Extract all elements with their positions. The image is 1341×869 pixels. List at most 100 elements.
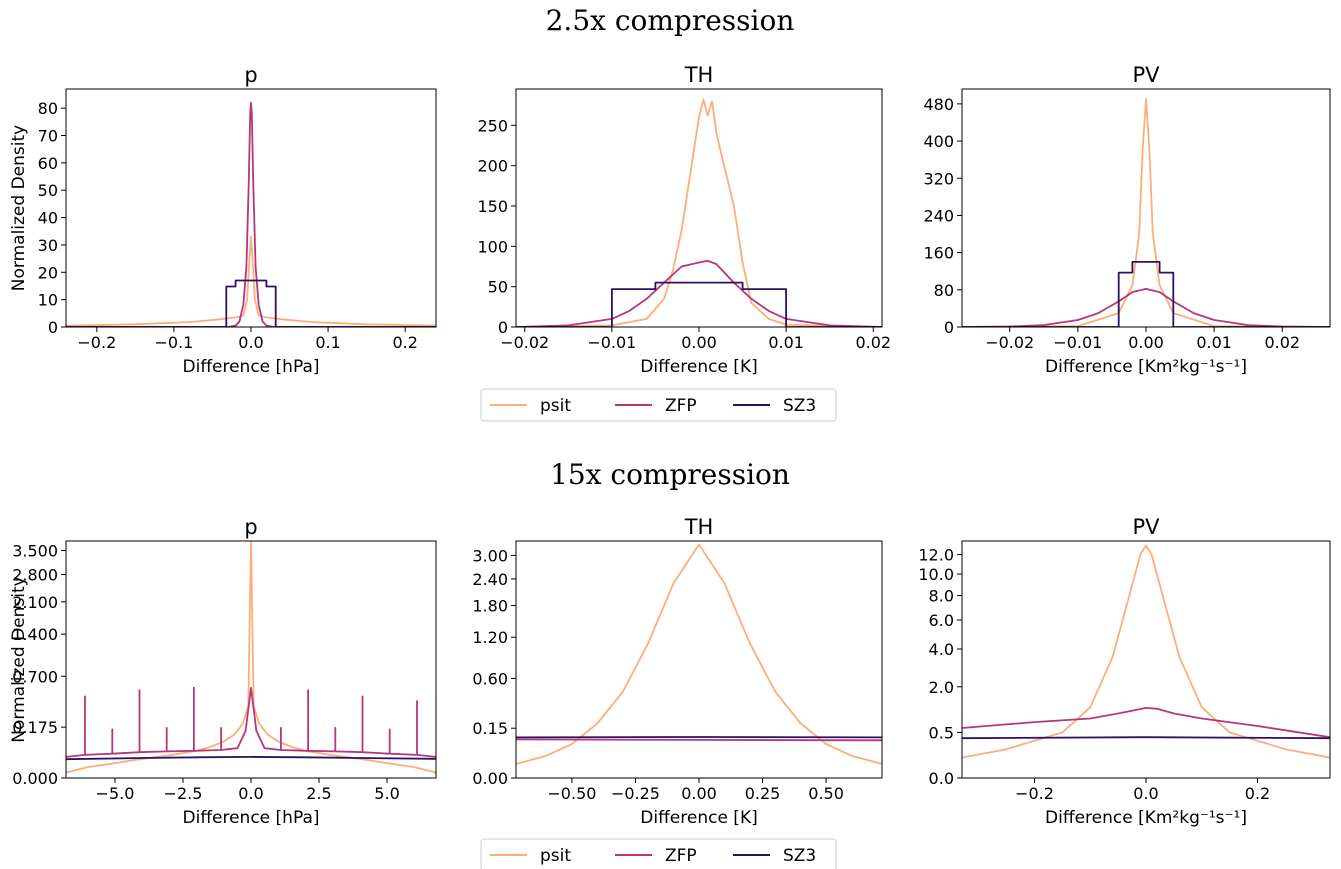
x-axis-label: Difference [hPa] xyxy=(183,808,320,828)
x-tick-label: −0.25 xyxy=(611,784,660,803)
x-tick-label: 0.0 xyxy=(238,784,263,803)
series-line-zfp xyxy=(516,738,882,742)
series-line-psit xyxy=(66,541,436,774)
plot-frame xyxy=(515,88,883,328)
x-axis-label: Difference [Km²kg⁻¹s⁻¹] xyxy=(1045,808,1247,828)
chart-panel-1-1: −0.50 −0.25 0.00 0.25 0.50 0.00 0.15 0.60 1.20 1.… xyxy=(472,515,883,828)
x-tick-label: −0.1 xyxy=(154,333,193,352)
y-tick-label: 480 xyxy=(923,95,954,114)
y-tick-label: 0.000 xyxy=(12,769,58,788)
x-axis-label: Difference [hPa] xyxy=(183,357,320,377)
series-group xyxy=(516,543,882,765)
panel-title: TH xyxy=(684,63,714,87)
panel-title: TH xyxy=(684,515,714,539)
y-axis-label: Normalized Density xyxy=(9,125,29,291)
series-line-psit xyxy=(962,98,1330,327)
x-tick-label: −0.01 xyxy=(587,333,636,352)
y-tick-label: 0 xyxy=(944,318,954,337)
x-tick-label: 5.0 xyxy=(374,784,399,803)
y-tick-label: 80 xyxy=(934,281,954,300)
y-tick-label: 0.60 xyxy=(472,669,508,688)
x-tick-label: 0.02 xyxy=(1264,333,1300,352)
series-line-zfp xyxy=(66,686,436,758)
x-tick-label: 0.0 xyxy=(238,333,263,352)
series-line-sz3 xyxy=(66,279,436,327)
x-tick-label: 0.00 xyxy=(681,784,717,803)
x-tick-label: −0.2 xyxy=(1015,784,1054,803)
series-line-psit xyxy=(66,235,436,327)
y-tick-label: 50 xyxy=(38,181,58,200)
y-tick-label: 80 xyxy=(38,99,58,118)
y-tick-label: 150 xyxy=(477,197,508,216)
x-tick-label: 0.01 xyxy=(768,333,804,352)
panel-title: p xyxy=(244,63,257,87)
y-tick-label: 6.0 xyxy=(929,611,954,630)
series-line-zfp xyxy=(66,101,436,327)
row-title-bottom: 15x compression xyxy=(550,458,790,491)
y-tick-label: 40 xyxy=(38,209,58,228)
series-line-zfp xyxy=(516,259,882,327)
y-axis-label: Normalized Density xyxy=(9,576,29,742)
series-group xyxy=(516,98,882,327)
y-tick-label: 2.100 xyxy=(12,593,58,612)
y-tick-label: 3.00 xyxy=(472,546,508,565)
y-tick-label: 4.0 xyxy=(929,640,954,659)
y-tick-label: 1.80 xyxy=(472,597,508,616)
plot-frame xyxy=(961,88,1331,328)
plot-frame xyxy=(65,88,437,328)
chart-panel-0-1: −0.02 −0.01 0.00 0.01 0.02 0 50 100 150 200 250 TH D… xyxy=(477,63,891,377)
y-tick-label: 320 xyxy=(923,169,954,188)
legend-label-psit: psit xyxy=(540,846,571,866)
x-tick-label: 0.02 xyxy=(855,333,891,352)
legend-label-zfp: ZFP xyxy=(665,846,697,866)
legend-1: psit ZFP SZ3 xyxy=(480,838,837,869)
chart-panel-0-2: −0.02 −0.01 0.00 0.01 0.02 0 80 160 240 320 400 480… xyxy=(923,63,1331,377)
y-tick-label: 2.0 xyxy=(929,678,954,697)
panel-title: p xyxy=(244,515,257,539)
x-tick-label: −2.5 xyxy=(164,784,203,803)
y-tick-label: 8.0 xyxy=(929,587,954,606)
legend-box xyxy=(480,838,837,869)
y-tick-label: 200 xyxy=(477,157,508,176)
x-tick-label: 0.50 xyxy=(808,784,844,803)
plot-frame xyxy=(515,540,883,779)
y-tick-label: 0.15 xyxy=(472,719,508,738)
x-axis-label: Difference [Km²kg⁻¹s⁻¹] xyxy=(1045,357,1247,377)
x-tick-label: 0.2 xyxy=(1245,784,1270,803)
y-tick-label: 0.00 xyxy=(472,769,508,788)
x-axis-label: Difference [K] xyxy=(640,357,757,377)
series-line-psit xyxy=(962,544,1330,759)
y-tick-label: 50 xyxy=(488,278,508,297)
legend-label-zfp: ZFP xyxy=(665,396,697,416)
y-tick-label: 0.5 xyxy=(929,723,954,742)
y-tick-label: 12.0 xyxy=(918,546,954,565)
y-tick-label: 0 xyxy=(48,318,58,337)
y-tick-label: 70 xyxy=(38,127,58,146)
legends: psit ZFP SZ3 psit ZFP SZ3 xyxy=(480,388,837,869)
x-tick-label: −0.50 xyxy=(547,784,596,803)
x-axis-label: Difference [K] xyxy=(640,808,757,828)
y-tick-label: 100 xyxy=(477,237,508,256)
chart-panel-0-0: −0.2 −0.1 0.0 0.1 0.2 0 10 20 30 40 50 60 70 80 p Diffe… xyxy=(9,63,437,377)
y-tick-label: 240 xyxy=(923,206,954,225)
x-tick-label: 0.0 xyxy=(1133,784,1158,803)
series-line-zfp xyxy=(962,288,1330,327)
y-tick-label: 10.0 xyxy=(918,565,954,584)
y-tick-label: 0 xyxy=(498,318,508,337)
y-tick-label: 30 xyxy=(38,236,58,255)
legend-label-sz3: SZ3 xyxy=(783,396,816,416)
panel-title: PV xyxy=(1132,63,1160,87)
y-tick-label: 10 xyxy=(38,291,58,310)
y-tick-label: 1.400 xyxy=(12,625,58,644)
y-tick-label: 60 xyxy=(38,154,58,173)
series-line-sz3 xyxy=(516,281,882,327)
series-group xyxy=(66,101,436,327)
y-tick-label: 400 xyxy=(923,132,954,151)
y-tick-label: 3.500 xyxy=(12,542,58,561)
x-tick-label: 0.2 xyxy=(392,333,417,352)
y-tick-label: 20 xyxy=(38,263,58,282)
x-tick-label: −0.02 xyxy=(500,333,549,352)
series-group xyxy=(66,541,436,774)
x-tick-label: 2.5 xyxy=(306,784,331,803)
